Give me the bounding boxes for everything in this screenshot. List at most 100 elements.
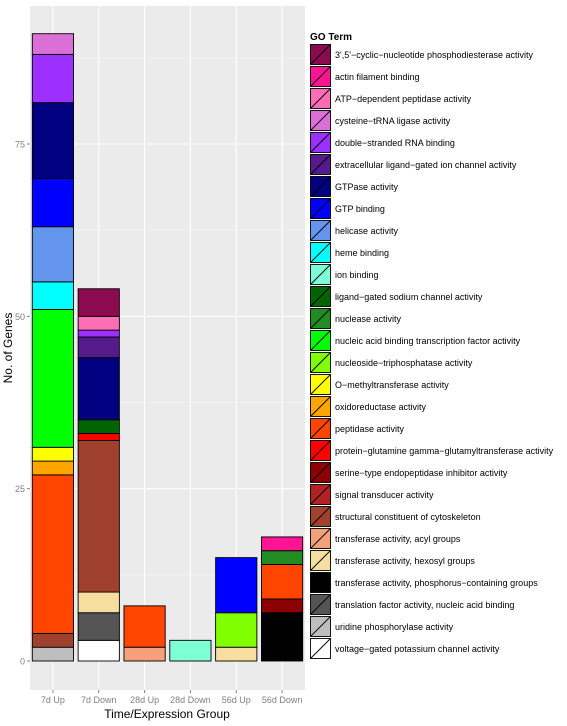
legend-label: peptidase activity <box>335 424 405 434</box>
bar-segment <box>31 102 74 179</box>
x-tick-label: 28d Down <box>170 695 211 705</box>
legend-swatch-slash <box>310 352 331 373</box>
bar-stack <box>261 536 304 662</box>
legend-swatch-slash <box>310 110 331 131</box>
legend-item: nucleoside−triphosphatase activity <box>309 351 473 374</box>
bar-segment <box>215 557 258 614</box>
bar-segment <box>261 612 304 662</box>
legend-label: voltage−gated potassium channel activity <box>335 644 500 654</box>
legend-item: transferase activity, acyl groups <box>309 527 461 550</box>
y-tick-label: 25 <box>15 484 25 494</box>
legend-item: protein−glutamine gamma−glutamyltransfer… <box>309 439 554 462</box>
legend-swatch-slash <box>310 44 331 65</box>
legend-label: double−stranded RNA binding <box>335 138 455 148</box>
bar-segment <box>123 646 166 662</box>
bar-segment <box>31 646 74 662</box>
x-axis-title: Time/Expression Group <box>104 707 230 721</box>
legend-label: 3',5'−cyclic−nucleotide phosphodiesteras… <box>335 50 534 60</box>
bar-segment <box>77 439 120 593</box>
bar-segment <box>77 419 120 434</box>
bars <box>31 33 304 662</box>
bar-segment <box>215 646 258 662</box>
legend-title: GO Term <box>310 32 352 43</box>
bar-segment <box>31 178 74 228</box>
legend-swatch-slash <box>310 572 331 593</box>
legend-label: uridine phosphorylase activity <box>335 622 454 632</box>
legend-item: signal transducer activity <box>309 483 434 506</box>
x-axis: 7d Up 7d Down 28d Up 28d Down 56d Up 56d Down <box>41 690 302 705</box>
legend-item: helicase activity <box>309 219 399 242</box>
legend-item: GTP binding <box>309 197 385 220</box>
bar-segment <box>77 315 120 331</box>
legend-label: extracellular ligand−gated ion channel a… <box>335 160 517 170</box>
bar-segment <box>77 591 120 614</box>
y-tick-label: 75 <box>15 140 25 150</box>
bar-segment <box>77 329 120 338</box>
bar-stack <box>215 557 258 662</box>
bar-segment <box>31 446 74 462</box>
legend-swatch-slash <box>310 374 331 395</box>
legend-item: O−methyltransferase activity <box>309 373 449 396</box>
legend-item: oxidoreductase activity <box>309 395 427 418</box>
x-tick-label: 28d Up <box>130 695 159 705</box>
legend-label: transferase activity, hexosyl groups <box>335 556 475 566</box>
bar-segment <box>261 564 304 600</box>
legend-item: structural constituent of cytoskeleton <box>309 505 481 528</box>
bar-segment <box>31 226 74 283</box>
bar-segment <box>31 474 74 634</box>
bar-segment <box>31 281 74 310</box>
bar-segment <box>31 33 74 55</box>
legend-item: ion binding <box>309 263 379 286</box>
bar-stack <box>123 605 166 662</box>
legend-swatch-slash <box>310 264 331 285</box>
legend-item: uridine phosphorylase activity <box>309 615 454 638</box>
legend-label: serine−type endopeptidase inhibitor acti… <box>335 468 508 478</box>
y-axis-title: No. of Genes <box>1 313 15 384</box>
legend-label: ligand−gated sodium channel activity <box>335 292 483 302</box>
legend-swatch-slash <box>310 88 331 109</box>
bar-segment <box>31 53 74 104</box>
legend-swatch-slash <box>310 330 331 351</box>
bar-segment <box>31 308 74 448</box>
legend-item: peptidase activity <box>309 417 405 440</box>
legend-item: ligand−gated sodium channel activity <box>309 285 483 308</box>
legend-item: heme binding <box>309 241 389 264</box>
legend-item: translation factor activity, nucleic aci… <box>309 593 514 616</box>
legend-item: nuclease activity <box>309 307 402 330</box>
legend-swatch-slash <box>310 396 331 417</box>
legend-label: signal transducer activity <box>335 490 434 500</box>
y-axis: 0 25 50 75 <box>15 140 30 667</box>
legend-swatch-slash <box>310 198 331 219</box>
legend-item: 3',5'−cyclic−nucleotide phosphodiesteras… <box>309 43 534 66</box>
legend-label: actin filament binding <box>335 72 420 82</box>
legend-label: transferase activity, acyl groups <box>335 534 461 544</box>
legend-label: GTPase activity <box>335 182 399 192</box>
legend-item: cysteine−tRNA ligase activity <box>309 109 451 132</box>
bar-segment <box>77 336 120 359</box>
legend-item: transferase activity, hexosyl groups <box>309 549 475 572</box>
legend-label: cysteine−tRNA ligase activity <box>335 116 451 126</box>
y-tick-label: 0 <box>20 657 25 667</box>
legend-label: ion binding <box>335 270 379 280</box>
bar-segment <box>31 632 74 648</box>
legend-label: transferase activity, phosphorus−contain… <box>335 578 538 588</box>
legend-label: nuclease activity <box>335 314 402 324</box>
legend-item: actin filament binding <box>309 65 420 88</box>
x-tick-label: 56d Down <box>262 695 303 705</box>
legend-item: voltage−gated potassium channel activity <box>309 637 500 660</box>
bar-segment <box>261 550 304 565</box>
bar-segment <box>77 288 120 317</box>
legend-swatch-slash <box>310 418 331 439</box>
legend-swatch-slash <box>310 506 331 527</box>
legend-label: O−methyltransferase activity <box>335 380 449 390</box>
legend-swatch-slash <box>310 484 331 505</box>
legend-swatch-slash <box>310 66 331 87</box>
legend-swatch-slash <box>310 440 331 461</box>
legend-label: heme binding <box>335 248 389 258</box>
legend-label: nucleoside−triphosphatase activity <box>335 358 473 368</box>
x-tick-label: 7d Down <box>81 695 117 705</box>
legend-label: nucleic acid binding transcription facto… <box>335 336 521 346</box>
bar-stack <box>169 639 212 662</box>
